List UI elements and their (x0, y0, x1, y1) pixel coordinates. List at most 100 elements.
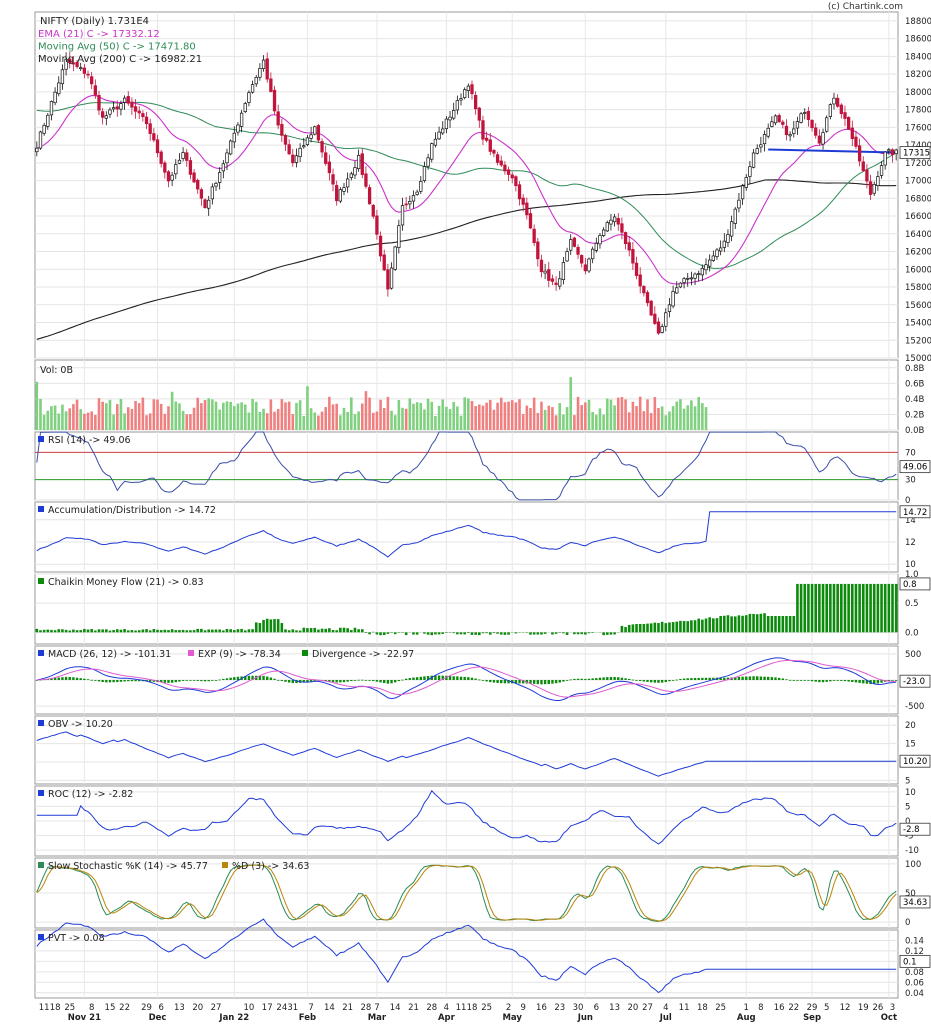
last-value-box (899, 577, 931, 591)
candle-body (890, 149, 895, 156)
volume-bar (192, 407, 196, 430)
macd-divergence-bar (551, 680, 554, 684)
price-panel-tick-label: 16400 (905, 230, 931, 240)
macd-divergence-bar (704, 677, 708, 680)
cmf-bar (134, 630, 137, 633)
cmf-bar (35, 628, 39, 633)
volume-bar (357, 411, 360, 430)
price-panel-tick-label: 16600 (905, 212, 931, 222)
candle-body (689, 277, 694, 280)
macd-divergence-bar (123, 680, 126, 682)
cmf-bar (423, 632, 426, 634)
macd-divergence-bar (719, 677, 722, 680)
stoch-panel: 0 50 100 Slow Stochastic %K (14) -> 45.77 %D… (34, 857, 931, 929)
volume-bar (470, 400, 474, 430)
volume-bar (554, 415, 558, 430)
cmf-bar (682, 621, 686, 633)
macd-divergence-bar (196, 680, 199, 681)
x-day-label: 23 (554, 1003, 565, 1013)
macd-divergence-bar (53, 677, 57, 680)
candle-body (726, 234, 730, 243)
candle-body (239, 112, 244, 127)
legend-label: EXP (9) -> -78.34 (198, 649, 281, 660)
volume-bar (79, 409, 83, 430)
stoch-d-line (36, 864, 897, 922)
candle-body (122, 97, 127, 103)
candle-body (503, 164, 507, 172)
legend-label: PVT -> 0.08 (48, 933, 105, 944)
macd-divergence-bar (481, 680, 485, 681)
candle-body (111, 107, 116, 110)
volume-bar (434, 415, 437, 430)
macd-divergence-bar (894, 680, 898, 681)
candle-body (879, 165, 884, 176)
cmf-bar (660, 621, 664, 633)
price-panel-tick-label: 17200 (905, 159, 931, 169)
volume-bar (214, 401, 218, 430)
cmf-bar (379, 632, 382, 636)
candle-body (35, 147, 39, 153)
cmf-bar (752, 613, 755, 633)
volume-bar (397, 400, 401, 430)
candle-body (510, 174, 514, 179)
cmf-bar (477, 632, 481, 636)
candle-body (594, 242, 598, 251)
candle-body (488, 139, 492, 152)
x-day-label: 28 (426, 1003, 437, 1013)
volume-bar (660, 406, 664, 430)
volume-bar (269, 399, 273, 430)
candle-body (455, 100, 460, 111)
candle-body (422, 166, 427, 181)
macd-line (36, 657, 897, 701)
x-day-label: 27 (211, 1003, 222, 1013)
price-panel-tick-label: 15400 (905, 319, 931, 329)
cmf-bar (576, 632, 580, 635)
cmf-bar (211, 629, 214, 633)
volume-bar (287, 401, 291, 430)
macd-divergence-bar (207, 680, 210, 682)
legend-swatch (38, 506, 44, 512)
candle-body (843, 112, 847, 119)
macd-divergence-bar (829, 680, 832, 682)
volume-bar (693, 406, 697, 430)
volume-bar (375, 411, 379, 430)
price-panel-tick-label: 15200 (905, 336, 931, 346)
candle-body (283, 135, 288, 145)
volume-bar (35, 381, 39, 430)
cmf-bar (156, 629, 159, 633)
candle-body (528, 213, 533, 229)
macd-panel-tick-label: 500 (905, 650, 921, 660)
cmf-bar (470, 632, 474, 635)
candle-body (177, 159, 182, 164)
candle-body (243, 103, 247, 113)
cmf-bar (123, 628, 126, 633)
cmf-bar (507, 632, 510, 635)
candle-body (232, 132, 236, 143)
cmf-bar (320, 628, 324, 633)
legend-label: RSI (14) -> 49.06 (48, 435, 131, 446)
volume-bar (225, 401, 229, 430)
macd-divergence-bar (489, 680, 492, 683)
macd-divergence-bar (774, 677, 777, 680)
candle-body (71, 62, 76, 65)
candle-body (806, 111, 811, 120)
macd-divergence-bar (500, 680, 503, 684)
cmf-bar (675, 621, 679, 633)
candle-body (444, 118, 449, 130)
candle-body (144, 116, 149, 125)
macd-divergence-bar (591, 678, 594, 680)
volume-bar (481, 405, 485, 430)
volume-bar (536, 412, 540, 430)
cmf-bar (126, 630, 130, 633)
cmf-bar (766, 616, 770, 633)
macd-divergence-bar (452, 676, 455, 680)
macd-divergence-bar (108, 680, 112, 683)
volume-bar (178, 403, 181, 430)
cmf-bar (181, 629, 185, 633)
cmf-bar (730, 616, 733, 633)
volume-bar (72, 404, 75, 430)
cmf-bar (653, 622, 657, 633)
x-day-label: 7 (374, 1003, 379, 1013)
x-day-label: 25 (64, 1003, 75, 1013)
macd-divergence-bar (825, 680, 828, 682)
